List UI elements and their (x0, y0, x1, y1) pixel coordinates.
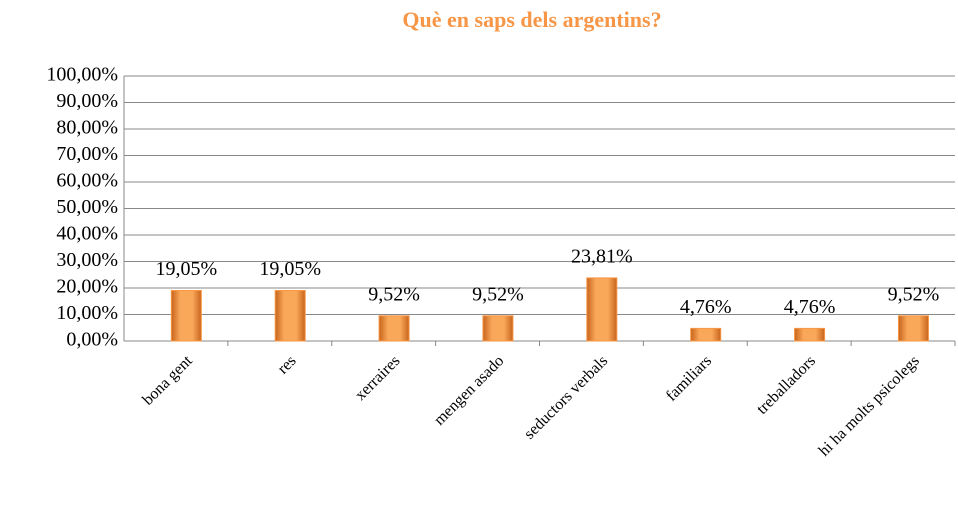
x-tick-label: xerraires (352, 352, 404, 404)
data-label: 19,05% (259, 258, 321, 280)
y-tick-label: 90,00% (56, 90, 118, 112)
y-tick-label: 50,00% (56, 196, 118, 218)
data-label: 9,52% (888, 283, 940, 305)
y-tick-label: 60,00% (56, 170, 118, 192)
data-label: 19,05% (155, 258, 217, 280)
data-label: 23,81% (571, 245, 633, 267)
y-tick-label: 40,00% (56, 223, 118, 245)
x-tick-label: mengen asado (431, 352, 507, 428)
chart-title: Què en saps dels argentins? (402, 7, 661, 32)
y-tick-label: 80,00% (56, 117, 118, 139)
x-tick-label: treballadors (754, 352, 819, 417)
data-label: 9,52% (472, 283, 524, 305)
bar (690, 327, 722, 342)
bar (274, 290, 306, 342)
bar (897, 315, 929, 342)
bar (170, 290, 202, 342)
y-tick-label: 0,00% (66, 329, 118, 351)
x-tick-label: res (274, 352, 299, 377)
bar (482, 315, 514, 342)
x-tick-label: bona gent (139, 352, 196, 409)
data-label: 9,52% (368, 283, 420, 305)
y-tick-label: 10,00% (56, 302, 118, 324)
bar (586, 277, 618, 342)
data-label: 4,76% (680, 296, 732, 318)
y-tick-label: 30,00% (56, 249, 118, 271)
x-tick-label: familiars (663, 352, 715, 404)
data-label: 4,76% (784, 296, 836, 318)
y-tick-label: 20,00% (56, 276, 118, 298)
x-tick-label: hi ha molts psicolegs (816, 352, 923, 459)
x-tick-label: seductors verbals (521, 352, 611, 442)
bar (794, 327, 826, 342)
y-tick-label: 100,00% (46, 64, 118, 86)
bar (378, 315, 410, 342)
y-tick-label: 70,00% (56, 143, 118, 165)
